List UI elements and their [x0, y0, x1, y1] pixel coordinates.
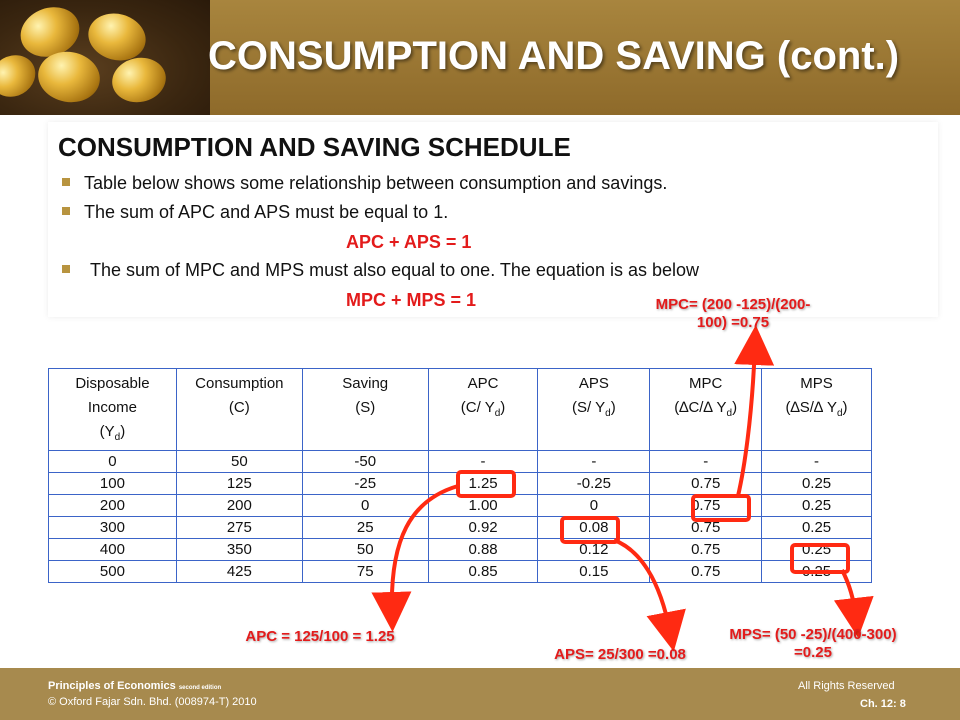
bullet-text: The sum of APC and APS must be equal to … — [84, 202, 449, 222]
callout-aps: APS= 25/300 =0.08 — [554, 646, 686, 663]
table-cell: 50 — [301, 538, 429, 561]
table-cell: 275 — [175, 516, 303, 539]
table-cell: 0.85 — [427, 560, 539, 583]
table-cell: -50 — [301, 450, 429, 473]
table-cell: 0.25 — [761, 516, 872, 539]
table-row: 0 50 -50- - - - — [48, 450, 872, 473]
table-cell: - — [649, 450, 763, 473]
table-cell: 125 — [175, 472, 303, 495]
page-title: CONSUMPTION AND SAVING (cont.) — [208, 34, 900, 78]
equation-apc-aps: APC + APS = 1 — [346, 232, 472, 252]
header-disposable-income: Disposable Income (Yd) — [48, 368, 177, 451]
footer-book-title: Principles of Economics second edition — [48, 680, 222, 692]
header-consumption: Consumption (C) — [175, 368, 303, 451]
footer-chapter: Ch. 12: 8 — [860, 698, 906, 710]
table-cell: 0.75 — [649, 538, 763, 561]
highlight-apc-cell — [456, 470, 516, 498]
highlight-mps-cell — [790, 543, 850, 574]
header-apc: APC (C/ Yd) — [427, 368, 539, 451]
callout-apc: APC = 125/100 = 1.25 — [245, 628, 395, 645]
table-cell: 350 — [175, 538, 303, 561]
table-cell: 0.15 — [537, 560, 651, 583]
header-mpc: MPC (∆C/∆ Yd) — [649, 368, 763, 451]
bullet-item: The sum of MPC and MPS must also equal t… — [62, 260, 699, 281]
table-cell: 0.25 — [761, 472, 872, 495]
footer-publisher: © Oxford Fajar Sdn. Bhd. (008974-T) 2010 — [48, 696, 257, 708]
table-cell: 100 — [48, 472, 177, 495]
table-cell: - — [537, 450, 651, 473]
table-cell: 25 — [301, 516, 429, 539]
table-cell: 400 — [48, 538, 177, 561]
section-heading: CONSUMPTION AND SAVING SCHEDULE — [58, 132, 571, 162]
bullet-item: Table below shows some relationship betw… — [62, 173, 667, 194]
table-cell: 0 — [301, 494, 429, 517]
header-mps: MPS (∆S/∆ Yd) — [761, 368, 872, 451]
square-bullet-icon — [62, 265, 70, 274]
table-cell: 50 — [175, 450, 303, 473]
table-cell: 0.25 — [761, 494, 872, 517]
table-cell: 425 — [175, 560, 303, 583]
highlight-aps-cell — [560, 516, 620, 544]
table-row: 500 425 75 0.85 0.15 0.75 0.25 — [48, 560, 872, 583]
table-cell: 75 — [301, 560, 429, 583]
header-saving: Saving (S) — [301, 368, 429, 451]
highlight-mpc-cell — [691, 494, 751, 522]
bullet-item: The sum of APC and APS must be equal to … — [62, 202, 448, 223]
bullet-text: Table below shows some relationship betw… — [84, 173, 668, 193]
footer-bar — [0, 668, 960, 720]
header-aps: APS (S/ Yd) — [537, 368, 651, 451]
table-cell: 300 — [48, 516, 177, 539]
golden-eggs-nest-image — [0, 0, 210, 115]
bullet-text: The sum of MPC and MPS must also equal t… — [90, 260, 699, 280]
table-header-row: Disposable Income (Yd) Consumption (C) S… — [48, 368, 872, 451]
callout-mps: MPS= (50 -25)/(400-300) =0.25 — [729, 626, 897, 661]
equation-mpc-mps: MPC + MPS = 1 — [346, 290, 477, 310]
table-cell: 200 — [175, 494, 303, 517]
table-cell: - — [761, 450, 872, 473]
table-cell: -0.25 — [537, 472, 651, 495]
table-cell: 0 — [537, 494, 651, 517]
callout-mpc: MPC= (200 -125)/(200- 100) =0.75 — [655, 296, 811, 331]
square-bullet-icon — [62, 178, 70, 187]
table-cell: 500 — [48, 560, 177, 583]
table-row: 400 350 50 0.88 0.12 0.75 0.25 — [48, 538, 872, 561]
table-cell: 0.75 — [649, 472, 763, 495]
table-cell: 200 — [48, 494, 177, 517]
square-bullet-icon — [62, 207, 70, 216]
table-cell: -25 — [301, 472, 429, 495]
table-cell: 0.88 — [427, 538, 539, 561]
table-cell: 0 — [48, 450, 177, 473]
table-cell: 0.75 — [649, 560, 763, 583]
table-cell: 0.92 — [427, 516, 539, 539]
content-box — [48, 122, 938, 317]
footer-rights: All Rights Reserved — [798, 680, 895, 692]
